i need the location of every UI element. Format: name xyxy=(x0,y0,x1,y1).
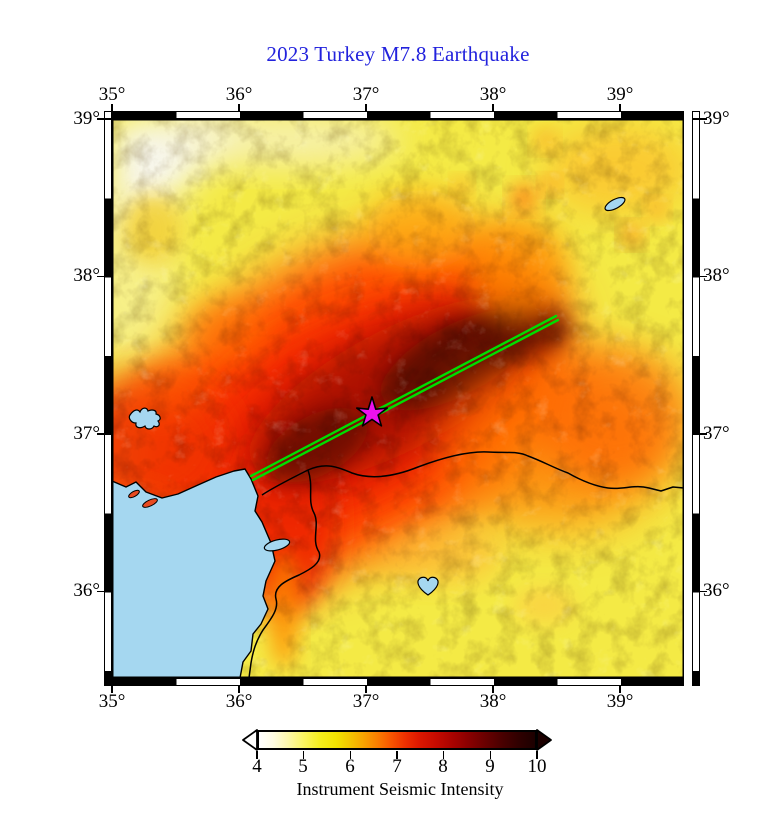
axis-label-left-39: 39° xyxy=(73,108,100,129)
colorbar-arrows xyxy=(242,729,552,751)
island xyxy=(142,498,158,508)
colorbar-right-arrow xyxy=(536,729,552,751)
colorbar-tick-label: 8 xyxy=(438,756,448,777)
axis-label-left-37: 37° xyxy=(73,423,100,444)
axis-tick xyxy=(700,433,707,435)
axis-label-right-36: 36° xyxy=(703,580,730,601)
colorbar-bar xyxy=(257,730,537,750)
frame-corner-tl xyxy=(104,111,112,119)
axis-tick xyxy=(97,433,104,435)
frame-band-right xyxy=(692,119,700,678)
axis-tick xyxy=(700,118,707,120)
axis-label-bottom-37: 37° xyxy=(352,691,380,712)
axis-label-left-36: 36° xyxy=(73,580,100,601)
colorbar-tick-label: 7 xyxy=(392,756,402,777)
colorbar-tick xyxy=(489,751,491,759)
colorbar-tick-label: 4 xyxy=(252,756,262,777)
axis-label-bottom-35: 35° xyxy=(98,691,126,712)
epicenter-star xyxy=(356,396,388,427)
axis-label-top-36: 36° xyxy=(225,84,253,105)
frame-band-top xyxy=(112,111,684,119)
island xyxy=(128,489,140,499)
lake xyxy=(417,576,439,596)
colorbar-tick xyxy=(396,751,398,759)
lake xyxy=(263,538,291,552)
figure-title: 2023 Turkey M7.8 Earthquake xyxy=(266,42,530,66)
axis-tick xyxy=(238,104,240,111)
colorbar-tick xyxy=(536,751,538,759)
axis-label-right-37: 37° xyxy=(703,423,730,444)
country-border xyxy=(261,451,684,496)
axis-label-bottom-38: 38° xyxy=(479,691,507,712)
colorbar-tick-label: 5 xyxy=(298,756,308,777)
frame-band-bottom xyxy=(112,678,684,686)
colorbar-tick-label: 6 xyxy=(345,756,355,777)
country-border xyxy=(248,469,321,678)
axis-label-bottom-36: 36° xyxy=(225,691,253,712)
axis-label-top-37: 37° xyxy=(352,84,380,105)
axis-label-bottom-39: 39° xyxy=(606,691,634,712)
colorbar-left-arrow xyxy=(242,729,258,751)
frame-band-left xyxy=(104,119,112,678)
axis-tick xyxy=(365,104,367,111)
axis-tick xyxy=(492,686,494,693)
axis-label-left-38: 38° xyxy=(73,265,100,286)
axis-label-right-38: 38° xyxy=(703,265,730,286)
axis-tick xyxy=(238,686,240,693)
lake xyxy=(128,407,161,430)
axis-label-top-38: 38° xyxy=(479,84,507,105)
frame-corner-tr xyxy=(692,111,700,119)
colorbar-tick xyxy=(302,751,305,759)
axis-label-top-35: 35° xyxy=(98,84,126,105)
axis-tick xyxy=(97,275,104,278)
colorbar-tick xyxy=(349,751,351,759)
intensity-map xyxy=(112,119,684,678)
axis-tick xyxy=(97,118,104,120)
fault-rupture-line xyxy=(249,314,560,482)
axis-tick xyxy=(619,104,621,111)
axis-tick xyxy=(111,104,113,111)
axis-tick xyxy=(111,686,113,693)
colorbar-tick xyxy=(256,751,258,759)
frame-corner-bl xyxy=(104,678,112,686)
colorbar-tick-label: 9 xyxy=(485,756,495,777)
frame-corner-br xyxy=(692,678,700,686)
axis-tick xyxy=(619,686,621,693)
colorbar-caption: Instrument Seismic Intensity xyxy=(296,779,504,799)
axis-label-right-39: 39° xyxy=(703,108,730,129)
axis-tick xyxy=(700,590,707,593)
map-border-line xyxy=(112,119,684,678)
axis-tick xyxy=(700,275,707,278)
colorbar-tick xyxy=(442,751,445,759)
colorbar-tick-label: 10 xyxy=(527,756,547,777)
axis-tick xyxy=(97,590,104,593)
sea-polygon xyxy=(112,468,276,678)
lake xyxy=(604,196,626,212)
map-frame xyxy=(97,104,707,693)
axis-tick xyxy=(365,686,367,693)
axis-label-top-39: 39° xyxy=(606,84,634,105)
axis-tick xyxy=(492,104,494,111)
